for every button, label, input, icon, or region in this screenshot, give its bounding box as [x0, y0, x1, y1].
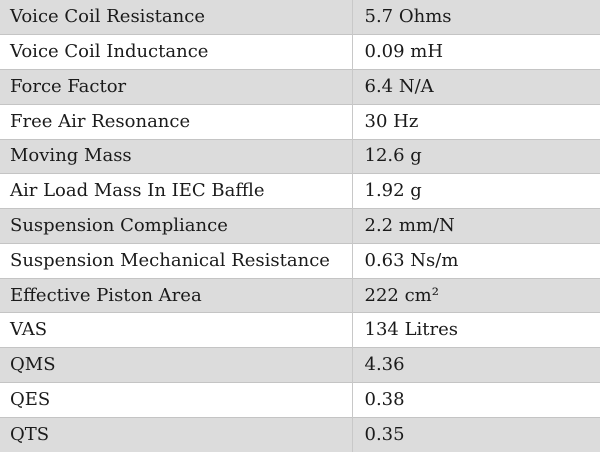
value-cell: 2.2 mm/N	[352, 208, 600, 244]
value-cell: 0.63 Ns/m	[352, 242, 600, 279]
parameter-cell: Voice Coil Resistance	[0, 0, 353, 35]
value-cell: 0.35	[352, 416, 600, 452]
value-cell: 0.38	[352, 381, 600, 418]
table-row: QES 0.38	[0, 381, 600, 418]
value-cell: 12.6 g	[352, 138, 600, 174]
parameter-cell: Free Air Resonance	[0, 103, 353, 140]
parameter-cell: Voice Coil Inductance	[0, 34, 353, 70]
parameter-cell: Force Factor	[0, 69, 353, 105]
table-row: Free Air Resonance 30 Hz	[0, 103, 600, 140]
table-row: Moving Mass 12.6 g	[0, 138, 600, 174]
parameter-cell: VAS	[0, 312, 353, 348]
table-row: QMS 4.36	[0, 347, 600, 383]
table-row: Air Load Mass In IEC Baffle 1.92 g	[0, 173, 600, 209]
value-cell: 5.7 Ohms	[364, 6, 452, 28]
table-row: Suspension Mechanical Resistance 0.63 Ns…	[0, 242, 600, 279]
table-row: Effective Piston Area 222 cm²	[0, 277, 600, 313]
parameter-cell: Suspension Compliance	[0, 208, 353, 244]
table-row: VAS 134 Litres	[0, 312, 600, 348]
table-row: Voice Coil Inductance 0.09 mH	[0, 34, 600, 70]
parameter-cell: Moving Mass	[0, 138, 353, 174]
table-row: Suspension Compliance 2.2 mm/N	[0, 208, 600, 244]
value-cell: 222 cm²	[352, 277, 600, 313]
table-row: QTS 0.35	[0, 416, 600, 452]
value-cell: 30 Hz	[352, 103, 600, 140]
value-cell: 4.36	[352, 347, 600, 383]
value-cell: 134 Litres	[352, 312, 600, 348]
parameter-cell: QES	[0, 381, 353, 418]
parameter-cell: Suspension Mechanical Resistance	[0, 242, 353, 279]
value-cell: 1.92 g	[352, 173, 600, 209]
value-cell: 0.09 mH	[352, 34, 600, 70]
table-row: Force Factor 6.4 N/A	[0, 69, 600, 105]
parameter-cell: QMS	[0, 347, 353, 383]
value-cell: 6.4 N/A	[352, 69, 600, 105]
table-row: Voice Coil Resistance 5.7 Ohms	[0, 0, 600, 35]
parameter-cell: QTS	[0, 416, 353, 452]
parameter-cell: Effective Piston Area	[0, 277, 353, 313]
parameter-cell: Air Load Mass In IEC Baffle	[0, 173, 353, 209]
